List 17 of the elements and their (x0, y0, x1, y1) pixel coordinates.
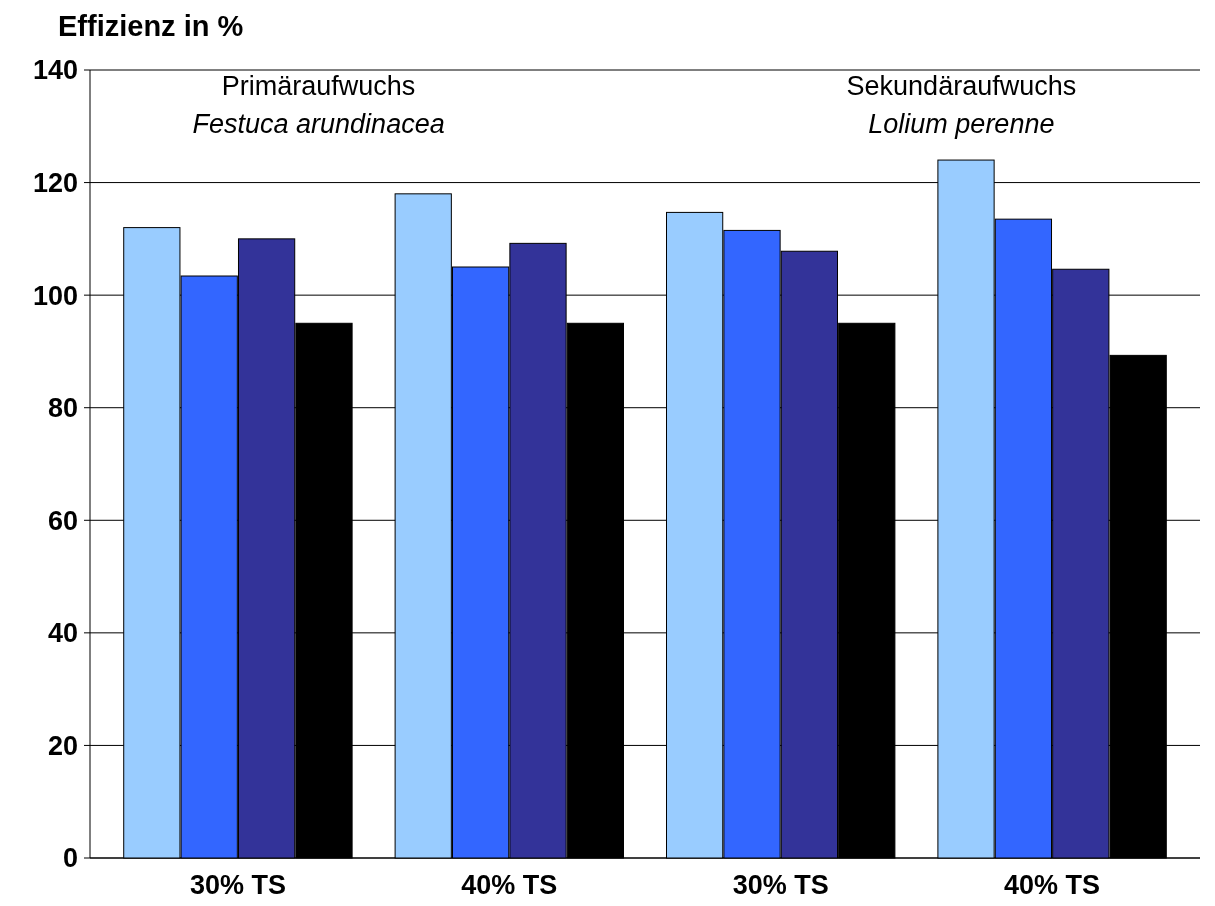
annotation: Primäraufwuchs (221, 71, 416, 101)
y-tick-label: 100 (32, 280, 78, 311)
annotation: Festuca arundinacea (192, 109, 445, 139)
y-tick-label: 140 (32, 55, 78, 86)
annotation: Sekundäraufwuchs (846, 71, 1077, 101)
y-tick-label: 60 (47, 505, 78, 536)
y-tick-label: 20 (47, 730, 78, 761)
y-axis-title: Effizienz in % (58, 10, 244, 42)
y-tick-label: 40 (47, 618, 78, 649)
y-tick-label: 80 (47, 393, 78, 424)
annotation: Lolium perenne (868, 109, 1055, 139)
y-tick-label: 0 (62, 843, 78, 874)
x-tick-label: 40% TS (1004, 870, 1101, 900)
y-tick-label: 120 (32, 168, 78, 199)
x-tick-label: 30% TS (189, 870, 286, 900)
x-tick-label: 30% TS (732, 870, 829, 900)
x-tick-label: 40% TS (461, 870, 558, 900)
